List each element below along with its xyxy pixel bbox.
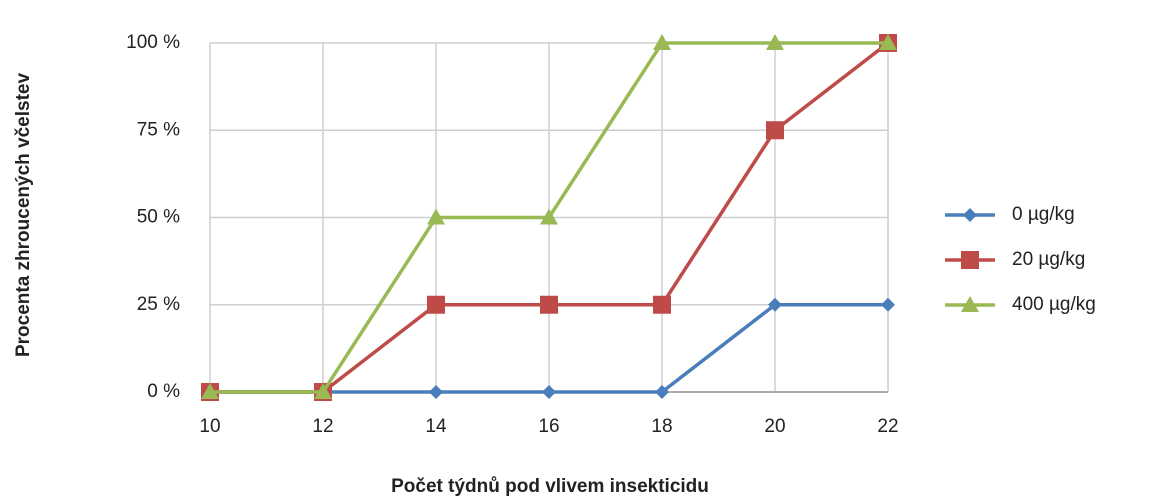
- marker: [540, 295, 558, 314]
- x-tick-label: 10: [199, 416, 220, 437]
- marker: [427, 295, 445, 314]
- x-tick-label: 14: [425, 416, 447, 437]
- legend-label: 20 µg/kg: [1012, 249, 1085, 270]
- y-tick-label: 25 %: [137, 294, 180, 315]
- marker: [540, 208, 558, 225]
- marker: [768, 297, 782, 312]
- marker: [766, 121, 784, 140]
- marker: [879, 34, 897, 50]
- y-axis-label: Procenta zhroucených včelstev: [13, 73, 34, 357]
- y-tick-label: 50 %: [137, 207, 180, 228]
- marker: [961, 296, 979, 312]
- x-tick-label: 12: [312, 416, 333, 437]
- marker: [653, 295, 671, 314]
- marker: [201, 383, 219, 399]
- marker: [655, 385, 669, 399]
- x-tick-label: 22: [877, 416, 898, 437]
- y-tick-label: 0 %: [147, 381, 180, 402]
- marker: [427, 208, 445, 225]
- marker: [653, 34, 671, 50]
- marker: [881, 297, 895, 312]
- marker: [961, 251, 979, 269]
- marker: [766, 34, 784, 50]
- marker: [314, 383, 332, 399]
- y-tick-label: 100 %: [126, 32, 180, 53]
- marker: [963, 208, 977, 222]
- y-tick-label: 75 %: [137, 119, 180, 140]
- marker: [542, 385, 556, 399]
- legend-label: 0 µg/kg: [1012, 204, 1075, 225]
- legend-label: 400 µg/kg: [1012, 294, 1096, 315]
- x-axis-label: Počet týdnů pod vlivem insekticidu: [391, 476, 709, 497]
- x-tick-label: 16: [538, 416, 559, 437]
- x-tick-label: 18: [651, 416, 672, 437]
- marker: [429, 385, 443, 399]
- x-tick-label: 20: [764, 416, 785, 437]
